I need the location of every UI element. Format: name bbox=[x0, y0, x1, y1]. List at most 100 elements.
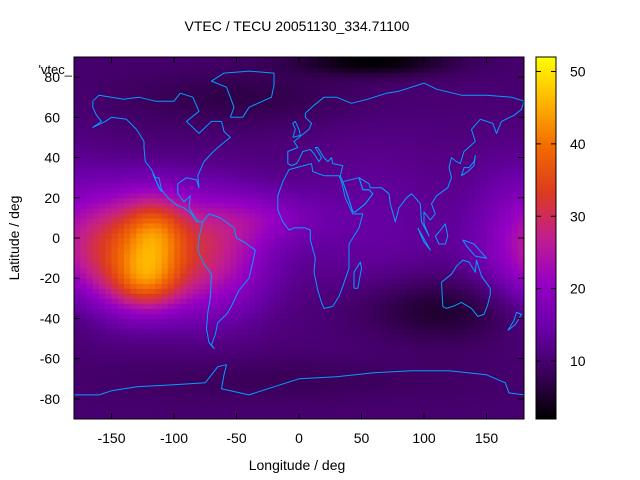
heatmap-cell bbox=[230, 57, 238, 63]
heatmap-cell bbox=[299, 192, 306, 199]
heatmap-cell bbox=[124, 202, 131, 209]
heatmap-cell bbox=[80, 57, 88, 63]
heatmap-cell bbox=[374, 373, 381, 380]
heatmap-cell bbox=[361, 383, 369, 390]
heatmap-cell bbox=[486, 67, 494, 73]
heatmap-cell bbox=[149, 92, 156, 98]
heatmap-cell bbox=[486, 298, 494, 304]
heatmap-cell bbox=[411, 157, 419, 164]
heatmap-cell bbox=[330, 243, 338, 249]
heatmap-cell bbox=[474, 172, 481, 179]
heatmap-cell bbox=[330, 92, 338, 98]
heatmap-cell bbox=[280, 87, 288, 93]
heatmap-cell bbox=[167, 343, 175, 350]
heatmap-cell bbox=[449, 182, 456, 189]
heatmap-cell bbox=[474, 253, 481, 259]
heatmap-cell bbox=[142, 303, 150, 309]
heatmap-cell bbox=[449, 77, 456, 83]
heatmap-cell bbox=[499, 87, 506, 93]
heatmap-cell bbox=[167, 293, 175, 299]
heatmap-cell bbox=[86, 77, 94, 83]
heatmap-cell bbox=[492, 358, 500, 365]
heatmap-cell bbox=[267, 328, 275, 335]
heatmap-cell bbox=[217, 358, 225, 365]
heatmap-cell bbox=[299, 338, 306, 345]
heatmap-cell bbox=[130, 97, 138, 103]
heatmap-cell bbox=[224, 298, 231, 304]
heatmap-cell bbox=[80, 212, 88, 219]
heatmap-cell bbox=[161, 62, 169, 68]
heatmap-cell bbox=[167, 278, 175, 284]
heatmap-cell bbox=[286, 232, 294, 239]
heatmap-cell bbox=[92, 368, 100, 375]
heatmap-cell bbox=[449, 318, 456, 325]
heatmap-cell bbox=[280, 132, 288, 139]
heatmap-cell bbox=[236, 413, 244, 419]
heatmap-cell bbox=[367, 243, 375, 249]
heatmap-cell bbox=[217, 283, 225, 289]
heatmap-cell bbox=[155, 253, 163, 259]
heatmap-cell bbox=[80, 62, 88, 68]
heatmap-cell bbox=[367, 92, 375, 98]
heatmap-cell bbox=[242, 197, 250, 204]
heatmap-cell bbox=[280, 62, 288, 68]
heatmap-cell bbox=[267, 333, 275, 340]
heatmap-cell bbox=[361, 167, 369, 174]
heatmap-cell bbox=[392, 288, 400, 294]
heatmap-cell bbox=[236, 378, 244, 385]
heatmap-cell bbox=[317, 243, 325, 249]
heatmap-cell bbox=[180, 167, 188, 174]
heatmap-cell bbox=[142, 313, 150, 320]
heatmap-cell bbox=[499, 97, 506, 103]
heatmap-cell bbox=[86, 202, 94, 209]
heatmap-cell bbox=[442, 62, 450, 68]
heatmap-cell bbox=[80, 187, 88, 194]
heatmap-cell bbox=[92, 333, 100, 340]
heatmap-cell bbox=[224, 232, 231, 239]
heatmap-cell bbox=[142, 243, 150, 249]
heatmap-cell bbox=[142, 253, 150, 259]
heatmap-cell bbox=[117, 222, 125, 229]
heatmap-cell bbox=[180, 293, 188, 299]
heatmap-cell bbox=[455, 378, 463, 385]
heatmap-cell bbox=[499, 308, 506, 315]
heatmap-cell bbox=[211, 288, 219, 294]
heatmap-cell bbox=[136, 122, 144, 128]
heatmap-cell bbox=[280, 353, 288, 360]
heatmap-cell bbox=[480, 328, 488, 335]
heatmap-cell bbox=[124, 147, 131, 154]
heatmap-cell bbox=[492, 328, 500, 335]
heatmap-cell bbox=[455, 232, 463, 239]
heatmap-cell bbox=[424, 167, 431, 174]
heatmap-cell bbox=[311, 358, 319, 365]
heatmap-cell bbox=[242, 303, 250, 309]
heatmap-cell bbox=[267, 107, 275, 113]
heatmap-cell bbox=[492, 122, 500, 128]
heatmap-cell bbox=[230, 373, 238, 380]
heatmap-cell bbox=[224, 363, 231, 370]
heatmap-cell bbox=[224, 308, 231, 315]
heatmap-cell bbox=[124, 62, 131, 68]
heatmap-cell bbox=[399, 268, 406, 274]
heatmap-cell bbox=[267, 97, 275, 103]
heatmap-cell bbox=[99, 268, 106, 274]
heatmap-cell bbox=[486, 248, 494, 254]
heatmap-cell bbox=[367, 182, 375, 189]
heatmap-cell bbox=[155, 413, 163, 419]
heatmap-cell bbox=[405, 328, 413, 335]
heatmap-cell bbox=[217, 227, 225, 234]
heatmap-cell bbox=[399, 283, 406, 289]
heatmap-cell bbox=[105, 393, 113, 400]
heatmap-cell bbox=[74, 343, 81, 350]
heatmap-cell bbox=[174, 303, 181, 309]
heatmap-cell bbox=[149, 288, 156, 294]
heatmap-cell bbox=[261, 293, 269, 299]
heatmap-cell bbox=[430, 288, 438, 294]
heatmap-cell bbox=[74, 92, 81, 98]
heatmap-cell bbox=[349, 72, 356, 78]
heatmap-cell bbox=[130, 323, 138, 330]
heatmap-cell bbox=[224, 77, 231, 83]
heatmap-cell bbox=[117, 107, 125, 113]
heatmap-cell bbox=[136, 57, 144, 63]
heatmap-cell bbox=[299, 207, 306, 214]
